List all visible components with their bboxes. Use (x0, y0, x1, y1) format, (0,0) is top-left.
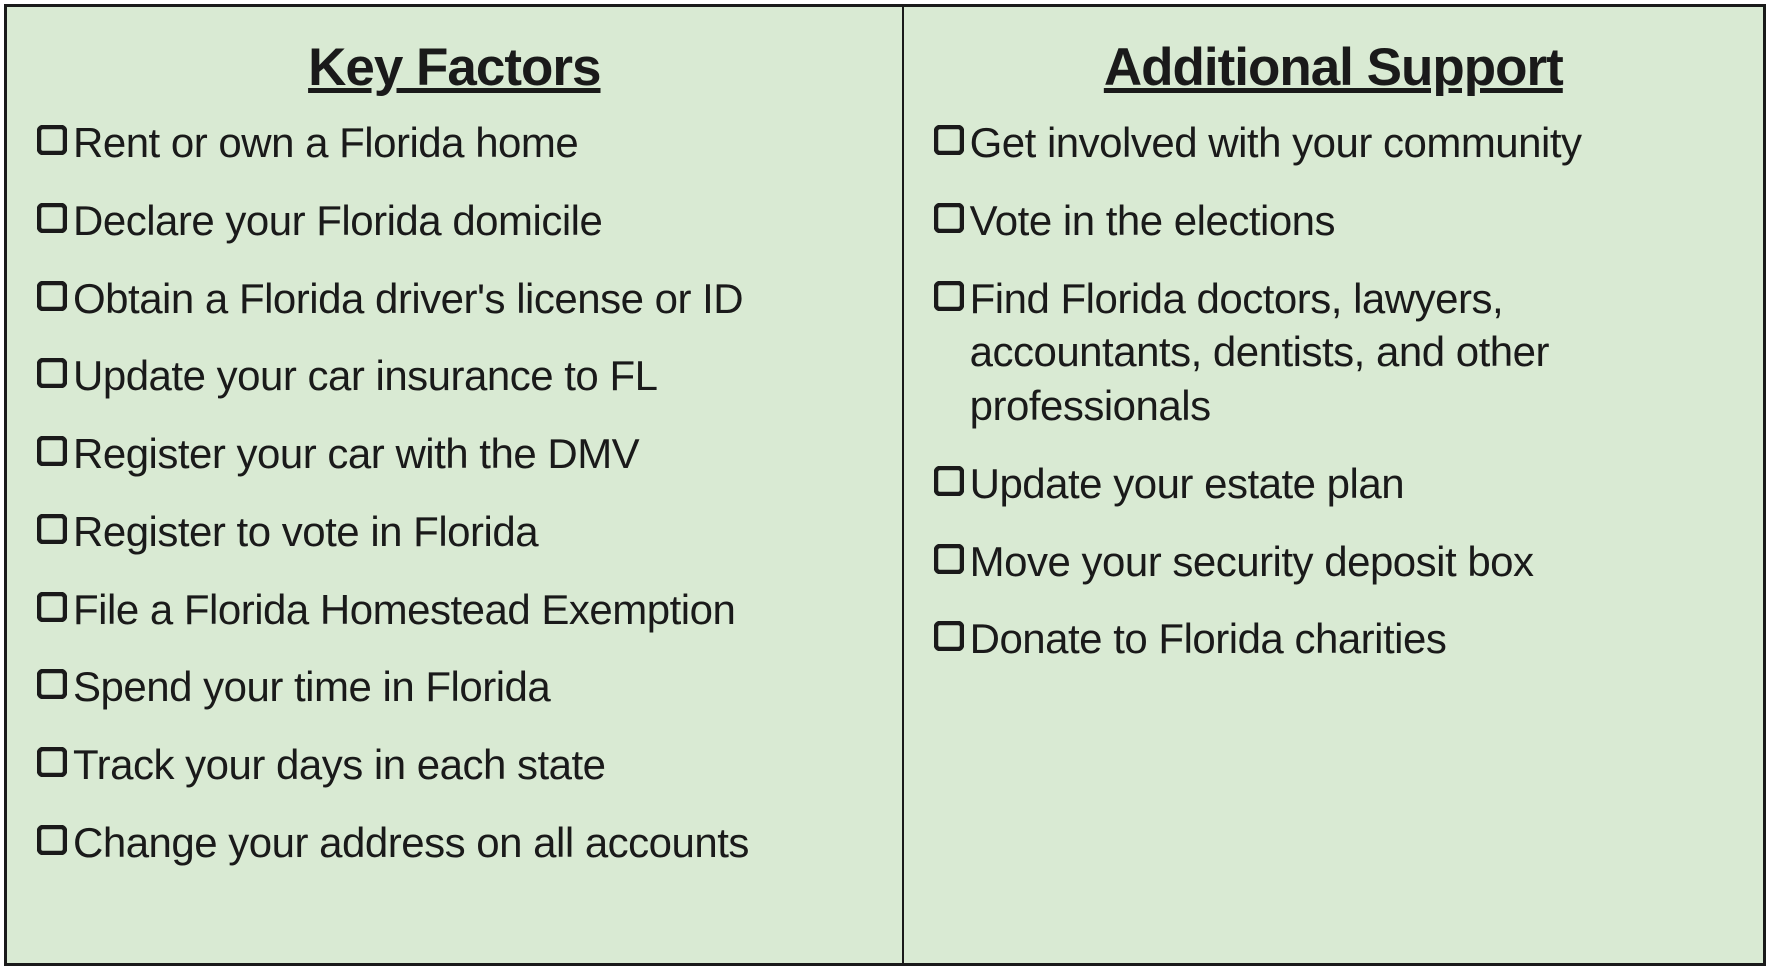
list-item: Update your car insurance to FL (37, 349, 872, 403)
item-text: Spend your time in Florida (73, 660, 872, 714)
list-item: Register to vote in Florida (37, 505, 872, 559)
column-heading: Key Factors (37, 37, 872, 98)
checkbox-icon (37, 825, 67, 855)
item-text: Find Florida doctors, lawyers, accountan… (970, 272, 1733, 433)
list-item: Donate to Florida charities (934, 612, 1733, 666)
checkbox-icon (37, 592, 67, 622)
column-additional-support: Additional Support Get involved with you… (903, 4, 1766, 966)
item-text: Change your address on all accounts (73, 816, 872, 870)
checkbox-icon (37, 669, 67, 699)
checkbox-icon (934, 281, 964, 311)
list-item: Find Florida doctors, lawyers, accountan… (934, 272, 1733, 433)
list-item: Obtain a Florida driver's license or ID (37, 272, 872, 326)
column-heading: Additional Support (934, 37, 1733, 98)
checkbox-icon (37, 281, 67, 311)
checklist-table: Key Factors Rent or own a Florida home De… (4, 4, 1766, 966)
checklist-additional-support: Get involved with your community Vote in … (934, 116, 1733, 666)
checkbox-icon (37, 436, 67, 466)
checkbox-icon (934, 125, 964, 155)
item-text: Rent or own a Florida home (73, 116, 872, 170)
item-text: Update your car insurance to FL (73, 349, 872, 403)
checkbox-icon (934, 621, 964, 651)
list-item: Spend your time in Florida (37, 660, 872, 714)
item-text: Register your car with the DMV (73, 427, 872, 481)
checkbox-icon (37, 747, 67, 777)
item-text: Track your days in each state (73, 738, 872, 792)
checkbox-icon (37, 203, 67, 233)
checkbox-icon (934, 544, 964, 574)
checkbox-icon (934, 466, 964, 496)
column-key-factors: Key Factors Rent or own a Florida home De… (4, 4, 903, 966)
item-text: Get involved with your community (970, 116, 1733, 170)
item-text: Declare your Florida domicile (73, 194, 872, 248)
checkbox-icon (37, 125, 67, 155)
list-item: Declare your Florida domicile (37, 194, 872, 248)
checkbox-icon (37, 358, 67, 388)
list-item: Update your estate plan (934, 457, 1733, 511)
list-item: Get involved with your community (934, 116, 1733, 170)
item-text: Donate to Florida charities (970, 612, 1733, 666)
item-text: Register to vote in Florida (73, 505, 872, 559)
list-item: Move your security deposit box (934, 535, 1733, 589)
list-item: File a Florida Homestead Exemption (37, 583, 872, 637)
item-text: Update your estate plan (970, 457, 1733, 511)
list-item: Register your car with the DMV (37, 427, 872, 481)
item-text: File a Florida Homestead Exemption (73, 583, 872, 637)
item-text: Vote in the elections (970, 194, 1733, 248)
checkbox-icon (934, 203, 964, 233)
item-text: Move your security deposit box (970, 535, 1733, 589)
list-item: Vote in the elections (934, 194, 1733, 248)
checkbox-icon (37, 514, 67, 544)
list-item: Rent or own a Florida home (37, 116, 872, 170)
list-item: Track your days in each state (37, 738, 872, 792)
list-item: Change your address on all accounts (37, 816, 872, 870)
checklist-key-factors: Rent or own a Florida home Declare your F… (37, 116, 872, 870)
item-text: Obtain a Florida driver's license or ID (73, 272, 872, 326)
